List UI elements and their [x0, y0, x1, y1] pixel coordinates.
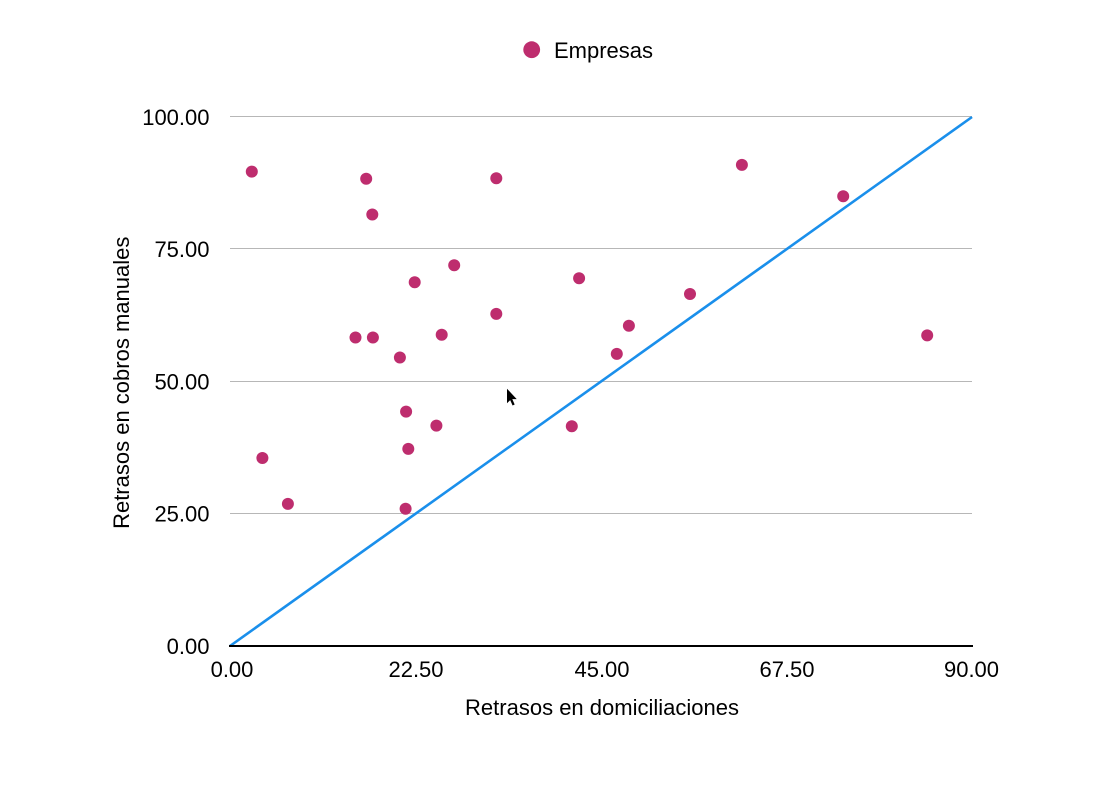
svg-text:100.00: 100.00	[142, 105, 209, 130]
svg-text:22.50: 22.50	[388, 657, 443, 682]
svg-text:Empresas: Empresas	[554, 38, 653, 63]
svg-text:67.50: 67.50	[759, 657, 814, 682]
svg-text:Retrasos en domiciliaciones: Retrasos en domiciliaciones	[465, 695, 739, 720]
svg-text:90.00: 90.00	[944, 657, 999, 682]
svg-text:0.00: 0.00	[167, 634, 210, 659]
svg-text:50.00: 50.00	[154, 370, 209, 395]
svg-text:45.00: 45.00	[574, 657, 629, 682]
svg-text:0.00: 0.00	[211, 657, 254, 682]
svg-text:75.00: 75.00	[154, 237, 209, 262]
svg-text:25.00: 25.00	[154, 502, 209, 527]
svg-text:Retrasos en cobros manuales: Retrasos en cobros manuales	[109, 237, 134, 529]
